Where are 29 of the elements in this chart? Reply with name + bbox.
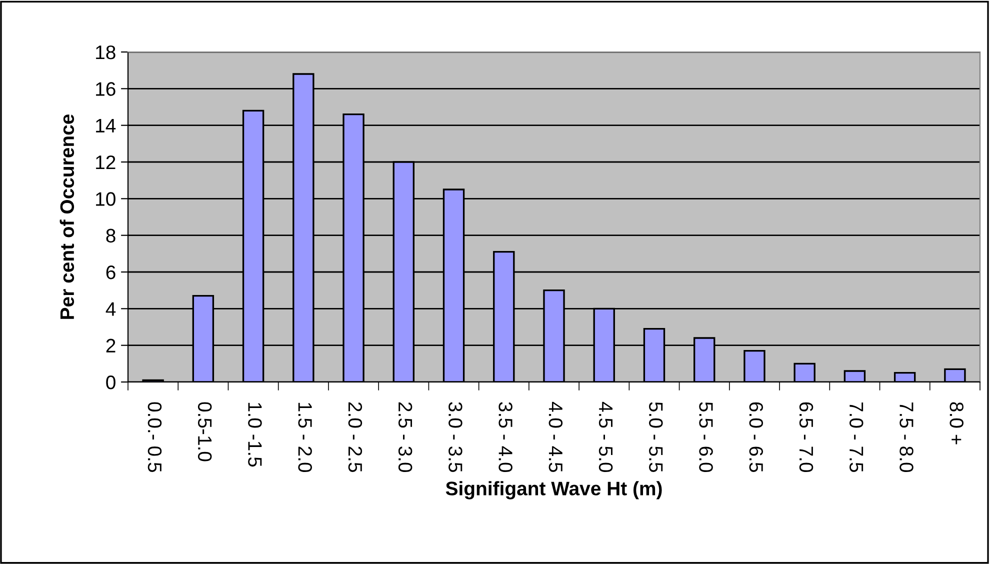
- x-axis-title: Signifigant Wave Ht (m): [446, 481, 662, 500]
- x-tick-label: 6.0 - 6.5: [749, 402, 764, 472]
- x-tick-label: 0.5-1.0: [198, 402, 212, 462]
- y-tick-label: 2: [106, 338, 116, 352]
- x-tick-label: 7.0 - 7.5: [849, 402, 864, 472]
- y-tick-label: 8: [106, 228, 116, 243]
- x-tick-label: 5.5 - 6.0: [699, 402, 713, 472]
- x-tick-label: 3.5 - 4.0: [498, 402, 512, 472]
- y-axis-title: Per cent of Occurence: [60, 114, 74, 319]
- y-tick-label: 4: [106, 302, 116, 316]
- x-tick-label: 2.5 - 3.0: [398, 402, 412, 472]
- y-tick-label: 6: [106, 265, 116, 280]
- x-tick-label: 2.0 - 2.5: [348, 402, 362, 472]
- x-tick-label: 1.5 - 2.0: [298, 402, 312, 472]
- x-tick-label: 3.0 - 3.5: [448, 402, 462, 472]
- x-tick-label: 8.0 +: [950, 402, 964, 444]
- x-tick-label: 6.5 - 7.0: [799, 402, 814, 472]
- x-tick-label: 4.5 - 5.0: [598, 402, 613, 472]
- x-tick-label: 1.0 -1.5: [248, 402, 262, 467]
- y-tick-label: 18: [96, 45, 116, 60]
- x-tick-label: 7.5 - 8.0: [900, 402, 914, 472]
- y-tick-label: 0: [106, 375, 116, 390]
- x-tick-label: 5.0 - 5.5: [649, 402, 663, 472]
- y-tick-label: 10: [96, 192, 116, 206]
- y-tick-label: 12: [96, 155, 116, 170]
- x-tick-label: 0.0.- 0.5: [148, 402, 162, 472]
- y-tick-label: 14: [96, 119, 116, 132]
- y-tick-label: 16: [96, 82, 116, 96]
- x-tick-label: 4.0 - 4.5: [548, 402, 563, 472]
